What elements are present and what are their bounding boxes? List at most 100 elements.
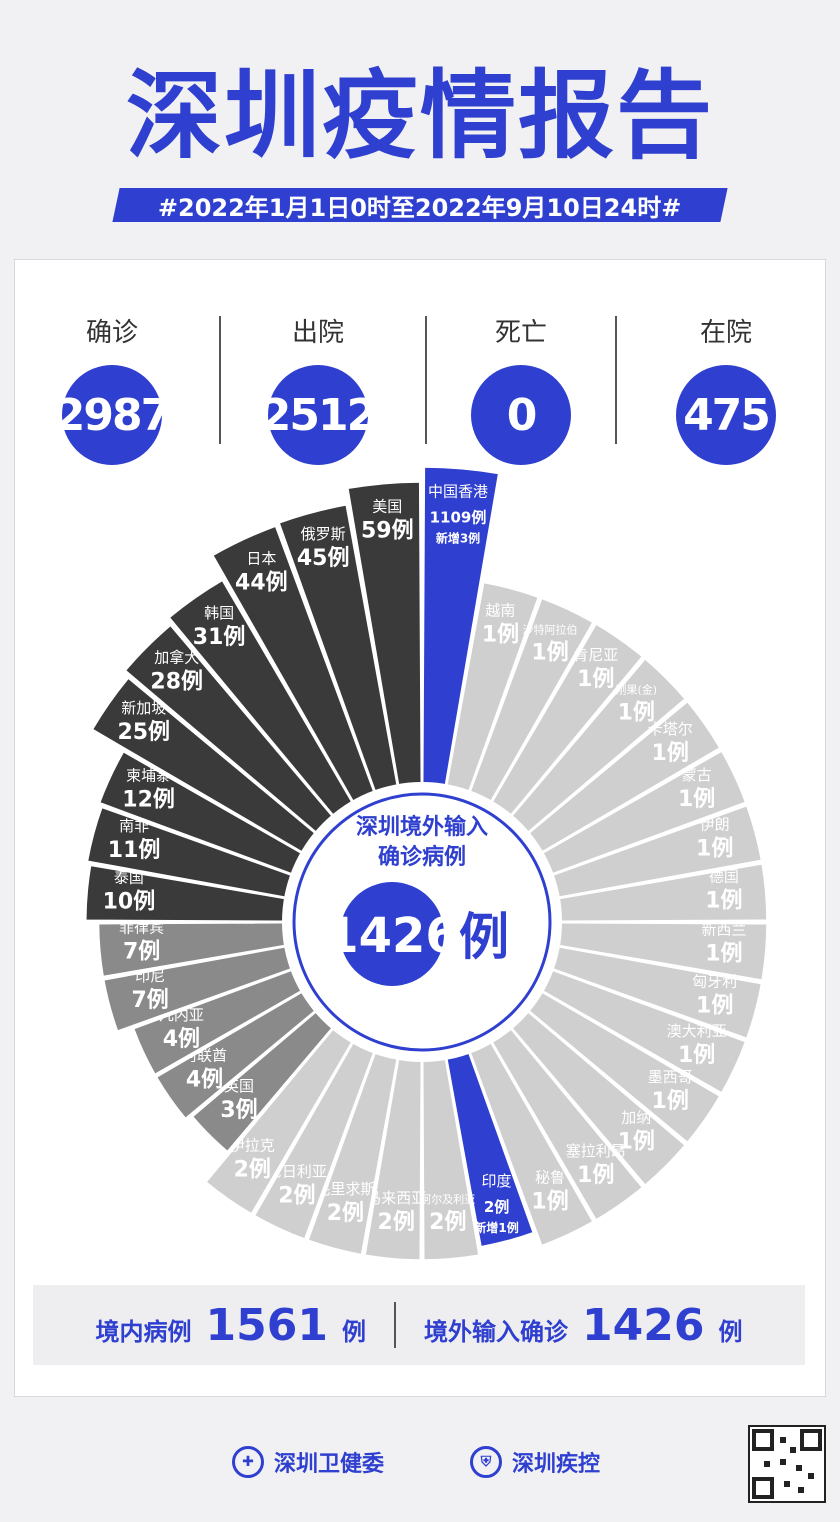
stat-hospitalized-label: 在院: [699, 318, 752, 348]
segment-value-1: 1例: [482, 622, 519, 647]
segment-label-1: 越南: [485, 601, 515, 619]
segment-label-28: 南非: [119, 817, 149, 835]
segment-label-19: 毛里求斯: [315, 1180, 375, 1198]
summary-domestic-label: 境内病例: [95, 1317, 192, 1346]
segment-value-24: 4例: [163, 1027, 200, 1052]
segment-value-13: 1例: [618, 1129, 655, 1154]
segment-value-17: 2例: [429, 1210, 466, 1235]
segment-label-18: 马来西亚: [366, 1189, 426, 1207]
segment-value-2: 1例: [531, 640, 568, 665]
segment-value-4: 1例: [618, 701, 655, 726]
segment-new-cases-0: 新增3例: [436, 531, 480, 546]
segment-value-9: 1例: [705, 941, 742, 966]
summary-imported: 境外输入确诊 1426 例: [424, 1300, 742, 1351]
health-commission-logo-icon: ✚: [232, 1446, 264, 1478]
segment-label-5: 卡塔尔: [648, 720, 693, 738]
segment-value-11: 1例: [678, 1043, 715, 1068]
segment-value-25: 7例: [131, 988, 168, 1013]
stat-confirmed-value: 2987: [55, 365, 171, 465]
center-number-circle: [340, 882, 444, 986]
segment-value-16: 2例: [484, 1198, 509, 1216]
segment-value-35: 59例: [361, 519, 414, 544]
footer-org2-label: 深圳疾控: [512, 1452, 601, 1477]
segment-label-33: 日本: [246, 550, 276, 568]
stat-confirmed: 确诊 2987: [47, 312, 177, 465]
segment-label-12: 墨西哥: [648, 1068, 693, 1086]
segment-value-23: 4例: [186, 1067, 223, 1092]
segment-label-6: 蒙古: [682, 766, 712, 784]
segment-label-11: 澳大利亚: [667, 1022, 727, 1040]
center-ring: [292, 792, 552, 1052]
segment-label-22: 英国: [224, 1077, 254, 1095]
cdc-logo-icon: ⛨: [470, 1446, 502, 1478]
segment-value-6: 1例: [678, 787, 715, 812]
segment-value-20: 2例: [278, 1183, 315, 1208]
stat-deaths-value: 0: [471, 365, 571, 465]
segment-label-32: 韩国: [204, 604, 234, 622]
footer-org1: ✚ 深圳卫健委: [232, 1446, 384, 1478]
segment-label-3: 肯尼亚: [573, 646, 618, 664]
segment-new-cases-16: 新增1例: [474, 1220, 518, 1235]
segment-label-14: 塞拉利昂: [566, 1142, 626, 1160]
segment-value-29: 12例: [122, 788, 175, 813]
stat-hospitalized-value: 475: [676, 365, 776, 465]
segment-value-10: 1例: [696, 993, 733, 1018]
segment-label-2: 沙特阿拉伯: [523, 622, 578, 636]
segment-value-31: 28例: [150, 670, 203, 695]
segment-value-5: 1例: [652, 741, 689, 766]
stat-hospitalized: 在院 475: [661, 312, 791, 465]
segment-label-9: 新西兰: [701, 920, 746, 938]
center-title-line2: 确诊病例: [378, 844, 466, 870]
footer-org2: ⛨ 深圳疾控: [470, 1446, 600, 1478]
segment-value-26: 7例: [123, 940, 160, 965]
segment-value-33: 44例: [235, 571, 288, 596]
segment-label-8: 德国: [709, 868, 739, 886]
segment-value-34: 45例: [297, 546, 350, 571]
segment-value-21: 2例: [234, 1157, 271, 1182]
summary-imported-label: 境外输入确诊: [424, 1317, 568, 1346]
segment-label-17: 阿尔及利亚: [420, 1193, 475, 1206]
stat-discharged-value: 2512: [261, 365, 377, 465]
segment-label-27: 泰国: [114, 868, 144, 886]
segment-value-19: 2例: [327, 1201, 364, 1226]
stat-deaths-label: 死亡: [494, 318, 547, 348]
segment-value-8: 1例: [705, 889, 742, 914]
segment-value-28: 11例: [108, 838, 161, 863]
qr-code-icon[interactable]: [748, 1425, 826, 1503]
footer-org1-label: 深圳卫健委: [274, 1452, 385, 1477]
segment-label-26: 菲律宾: [119, 919, 164, 937]
segment-value-14: 1例: [577, 1163, 614, 1188]
segment-label-31: 加拿大: [154, 649, 199, 667]
segment-label-34: 俄罗斯: [301, 525, 346, 543]
segment-value-12: 1例: [652, 1089, 689, 1114]
segment-label-20: 尼日利亚: [267, 1162, 327, 1180]
segment-label-13: 加纳: [621, 1108, 651, 1126]
segment-label-10: 匈牙利: [692, 972, 737, 990]
segment-value-18: 2例: [378, 1210, 415, 1235]
segment-value-3: 1例: [577, 667, 614, 692]
stat-deaths: 死亡 0: [456, 312, 586, 465]
segment-value-32: 31例: [193, 625, 246, 650]
summary-bar: 境内病例 1561 例 境外输入确诊 1426 例: [33, 1285, 805, 1365]
summary-domestic-value: 1561: [205, 1299, 328, 1351]
stat-divider: [219, 316, 221, 444]
page-title: 深圳疫情报告: [126, 60, 714, 172]
segment-label-21: 伊拉克: [230, 1136, 275, 1154]
summary-domestic-unit: 例: [342, 1317, 366, 1346]
stat-divider: [425, 316, 427, 444]
stat-discharged-label: 出院: [291, 318, 344, 348]
center-number: 1426: [325, 908, 459, 964]
segment-label-25: 印尼: [135, 967, 165, 985]
segment-value-0: 1109例: [430, 509, 487, 527]
center-unit: 例: [459, 908, 509, 966]
segment-value-15: 1例: [531, 1190, 568, 1215]
segment-label-35: 美国: [372, 498, 402, 516]
stat-discharged: 出院 2512: [253, 312, 383, 465]
stat-divider: [615, 316, 617, 444]
segment-value-27: 10例: [103, 889, 156, 914]
segment-label-30: 新加坡: [121, 699, 166, 717]
stat-confirmed-label: 确诊: [85, 318, 138, 348]
summary-domestic: 境内病例 1561 例: [96, 1300, 366, 1351]
summary-divider: [394, 1302, 396, 1348]
